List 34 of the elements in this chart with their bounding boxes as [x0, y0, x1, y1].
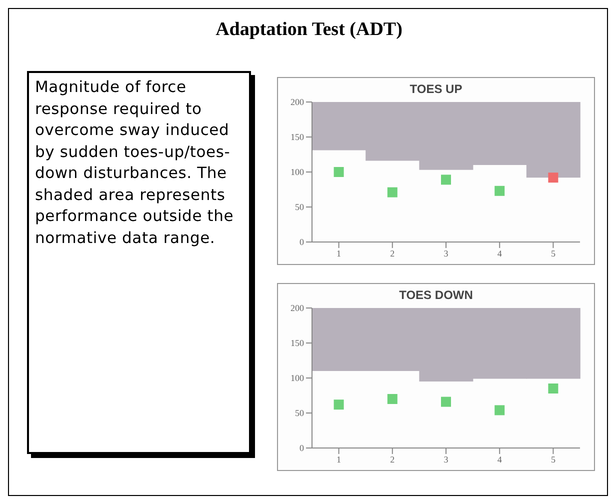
y-tick-label: 0: [300, 443, 304, 454]
y-tick-label: 200: [290, 303, 304, 314]
text: Magnitude of force response required to overcome sway induced by sudden toes-up/toes-down disturbances. The shaded area represents performance outside the normative data range.: [35, 77, 235, 248]
text: Adaptation Test (ADT): [214, 19, 404, 41]
x-tick-label: 5: [550, 454, 556, 464]
x-tick-label: 1: [336, 454, 342, 464]
point: [494, 186, 505, 196]
point: [548, 172, 558, 183]
y-tick-label: 100: [290, 373, 304, 384]
x-tick-label: 2: [390, 248, 395, 258]
point: [441, 174, 451, 185]
y-tick-label: 100: [290, 167, 304, 178]
point: [441, 396, 451, 407]
y-tick-label: 0: [300, 237, 304, 248]
x-tick-label: 5: [550, 248, 556, 258]
x-tick-label: 4: [497, 454, 502, 464]
chart-title: TOES UP: [408, 82, 464, 96]
y-tick-label: 150: [290, 132, 304, 142]
y-tick-label: 200: [290, 97, 304, 108]
x-tick-label: 3: [444, 454, 449, 464]
y-tick-label: 50: [295, 202, 304, 212]
point: [387, 187, 398, 198]
chart-title: TOES DOWN: [398, 288, 474, 302]
point: [334, 400, 344, 410]
x-tick-label: 1: [336, 248, 342, 258]
point: [548, 384, 558, 394]
y-tick-label: 50: [295, 408, 304, 418]
x-tick-label: 2: [390, 454, 395, 464]
point: [494, 405, 505, 416]
point: [334, 167, 344, 177]
y-tick-label: 150: [290, 338, 304, 348]
x-tick-label: 4: [497, 248, 502, 258]
point: [387, 394, 398, 404]
x-tick-label: 3: [444, 248, 449, 258]
